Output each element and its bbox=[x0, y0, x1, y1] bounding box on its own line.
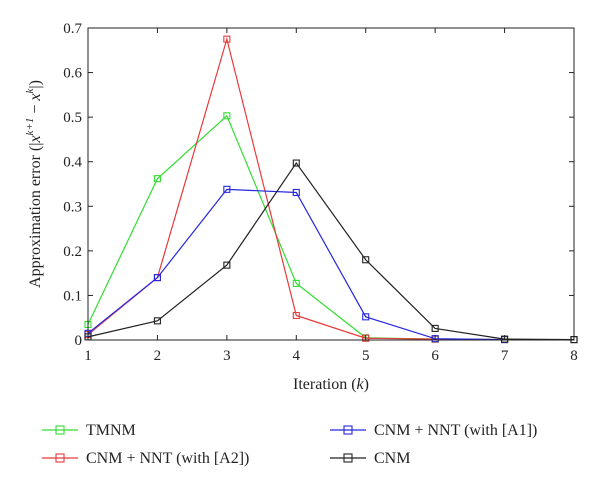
chart-marks bbox=[84, 35, 578, 344]
y-tick-label: 0.2 bbox=[63, 244, 82, 260]
y-axis-label-main: Approximation error (| bbox=[27, 143, 44, 288]
legend-entry: CNM + NNT (with [A1]) bbox=[330, 422, 537, 439]
y-axis-label: Approximation error (|xk+1 − xk|) bbox=[24, 80, 44, 288]
x-tick-label: 5 bbox=[362, 348, 370, 364]
series-line bbox=[87, 114, 574, 341]
x-tick-label: 1 bbox=[84, 348, 92, 364]
y-tick-label: 0 bbox=[75, 333, 83, 349]
data-point bbox=[223, 185, 231, 193]
series-line bbox=[87, 162, 575, 341]
y-tick-label: 0.4 bbox=[63, 155, 82, 171]
x-tick-label: 2 bbox=[154, 348, 162, 364]
x-tick-label: 6 bbox=[431, 348, 439, 364]
data-point bbox=[223, 261, 231, 269]
legend-entry: TMNM bbox=[42, 422, 136, 439]
data-point bbox=[153, 317, 161, 325]
y-tick-label: 0.3 bbox=[63, 199, 82, 215]
data-point bbox=[292, 311, 300, 320]
data-point bbox=[431, 324, 439, 332]
legend-label: TMNM bbox=[86, 422, 136, 439]
x-tick-label: 8 bbox=[570, 348, 578, 364]
y-axis-label-x2: x bbox=[27, 93, 44, 101]
x-axis-label-main: Iteration ( bbox=[293, 376, 357, 393]
legend-swatch-marker bbox=[343, 425, 353, 435]
y-axis-label-x1: x bbox=[27, 135, 44, 143]
data-point bbox=[292, 159, 300, 167]
y-axis-label-sup2: k bbox=[24, 87, 36, 93]
y-axis-label-tail: |) bbox=[27, 80, 44, 89]
y-axis-label-minus: − bbox=[27, 101, 44, 118]
axes: 1 2 3 4 5 6 7 8 0 0.1 0.2 0.3 0.4 0.5 0.6 0.7 bbox=[63, 21, 578, 364]
series-line bbox=[87, 188, 574, 341]
data-point bbox=[362, 256, 370, 264]
series-1 bbox=[84, 112, 578, 344]
legend-swatch-marker bbox=[55, 425, 65, 435]
legend-label: CNM + NNT (with [A2]) bbox=[86, 450, 249, 467]
data-point bbox=[153, 274, 161, 282]
series-4 bbox=[84, 159, 578, 344]
legend: TMNM CNM + NNT (with [A2]) CNM + NNT (with… bbox=[42, 422, 537, 467]
y-tick-label: 0.7 bbox=[63, 21, 82, 37]
y-tick-label: 0.6 bbox=[63, 66, 82, 82]
legend-swatch-marker bbox=[55, 453, 65, 463]
x-tick-label: 7 bbox=[501, 348, 509, 364]
data-point bbox=[362, 313, 370, 321]
y-axis-label-sup1: k+1 bbox=[24, 118, 36, 136]
y-tick-label: 0.1 bbox=[63, 288, 82, 304]
x-axis-label-tail: ) bbox=[364, 376, 369, 393]
legend-entry: CNM bbox=[330, 450, 410, 467]
x-tick-label: 4 bbox=[293, 348, 301, 364]
y-tick-label: 0.5 bbox=[63, 110, 82, 126]
data-point bbox=[292, 279, 300, 287]
legend-label: CNM + NNT (with [A1]) bbox=[374, 422, 537, 439]
data-point bbox=[223, 112, 231, 120]
legend-swatch-marker bbox=[343, 453, 353, 463]
data-point bbox=[292, 188, 300, 197]
legend-label: CNM bbox=[374, 450, 410, 467]
x-axis-label: Iteration (k) bbox=[293, 376, 369, 393]
plot-frame bbox=[87, 27, 575, 341]
series-2 bbox=[84, 35, 578, 344]
series-line bbox=[87, 36, 574, 341]
data-point bbox=[223, 35, 231, 43]
legend-entry: CNM + NNT (with [A2]) bbox=[42, 450, 249, 467]
data-point bbox=[153, 175, 161, 183]
x-tick-label: 3 bbox=[223, 348, 231, 364]
x-axis-label-var: k bbox=[357, 376, 365, 393]
